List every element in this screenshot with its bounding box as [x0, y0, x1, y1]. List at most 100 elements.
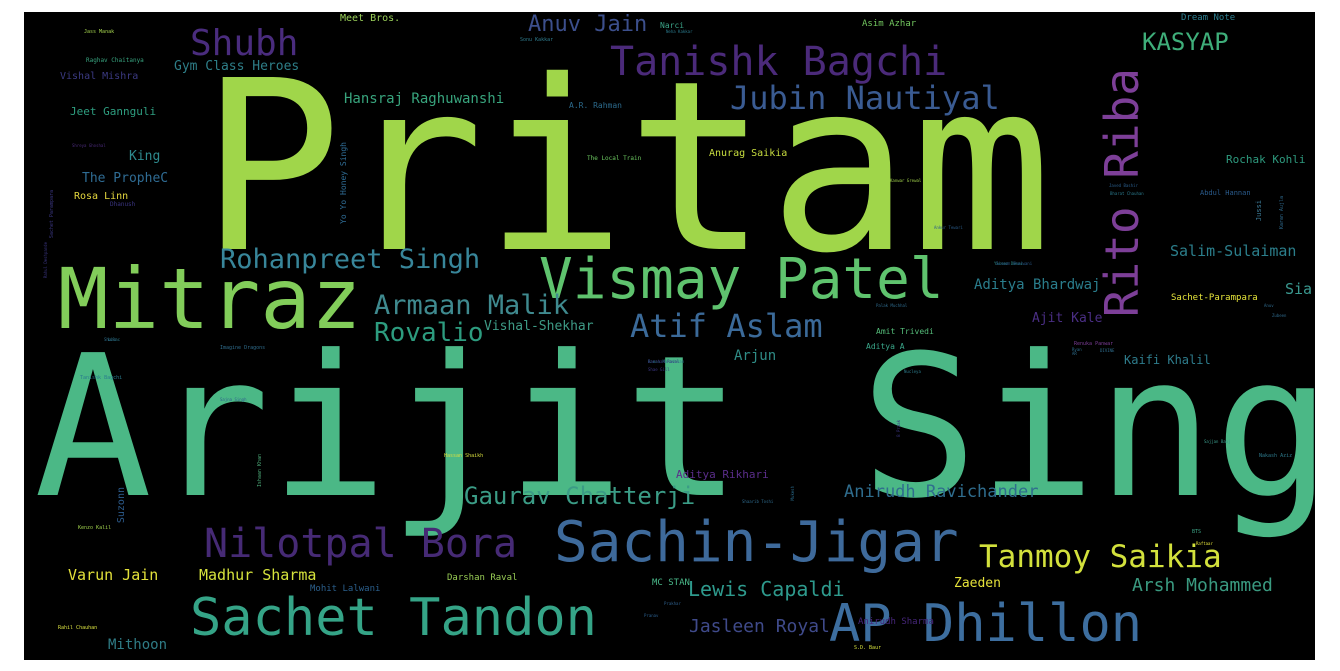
word-shaan: Shaan [104, 337, 117, 342]
word-meet-bros: Meet Bros. [340, 13, 401, 24]
word-sivaan-sherwani: Sivaan Sherwani [996, 261, 1033, 266]
word-karan-aujla: Karan Aujla [1279, 196, 1285, 230]
word-tanmoy-saikia: Tanmoy Saikia [979, 539, 1222, 575]
word-yaseer-desai: Yaseer Desai [994, 261, 1023, 266]
word-mukesh: Mukesh [790, 486, 795, 501]
word-armaan-malik: Armaan Malik [374, 290, 570, 321]
word-suzonn: Suzonn [116, 487, 127, 524]
word-kasyap: KASYAP [1142, 28, 1229, 56]
word-raftaar: Raftaar [1196, 541, 1213, 546]
word-aditya-bhardwaj: Aditya Bhardwaj [974, 277, 1101, 293]
word-sachet-parampara-small: Sachet Parampara [49, 190, 55, 239]
word-mohit-lalwani: Mohit Lalwani [310, 584, 381, 594]
word-abdul-hannan: Abdul Hannan [1200, 189, 1251, 197]
word-sachet-parampara: Sachet-Parampara [1171, 293, 1258, 303]
word-the-local-train: The Local Train [587, 155, 642, 162]
word-asim-azhar: Asim Azhar [862, 19, 917, 29]
word-ankur-tewari: Ankur Tewari [934, 225, 963, 230]
word-the-prophec: The PropheC [82, 171, 169, 186]
word-anuv-jain: Anuv Jain [528, 12, 648, 37]
word-anirudh-ravichander: Anirudh Ravichander [844, 482, 1039, 502]
word-narci: Narci [660, 21, 685, 30]
word-mitraz: Mitraz [58, 250, 362, 348]
word-neha-kakkar: Neha Kakkar [666, 29, 693, 34]
word-sajna-singh: Sajna Singh [220, 397, 247, 402]
word-shreya-ghoshal: Shreya Ghoshal [72, 143, 106, 148]
word-gym-class-heroes: Gym Class Heroes [174, 59, 300, 74]
word-hansraj-raghuwanshi: Hansraj Raghuwanshi [344, 91, 505, 107]
word-mithoon: Mithoon [108, 637, 168, 653]
word-anurag-saikia: Anurag Saikia [709, 148, 788, 159]
word-darshan-raval: Darshan Raval [447, 573, 518, 583]
word-rochak-kohli: Rochak Kohli [1226, 153, 1306, 166]
word-shubh: Shubh [190, 23, 299, 64]
word-sachet-tandon: Sachet Tandon [190, 588, 597, 648]
word-tanishk-bagchi: Tanishk Bagchi [610, 39, 948, 85]
word-sachin-jigar: Sachin-Jigar [554, 510, 959, 575]
word-ishaan-khan: Ishaan Khan [257, 454, 263, 488]
word-anuv: Anuv [1264, 303, 1274, 308]
word-renuka-panwar: Renuka Panwar [1074, 341, 1114, 347]
word-zubeen: Zubeen [1272, 313, 1287, 318]
word-anirudh-sharma: Anirudh Sharma [858, 617, 934, 627]
word-kaifi-khalil: Kaifi Khalil [1124, 353, 1211, 367]
word-hassan-shaikh: Hassan Shaikh [444, 453, 484, 459]
word-javed-bashir: Javed Bashir [1109, 183, 1138, 188]
word-sd-baur: S.D. Baur [854, 645, 882, 651]
word-gaurav-chatterji: Gaurav Chatterji [464, 482, 696, 510]
word-bharat-chauhan: Bharat Chauhan [1110, 191, 1144, 196]
word-darshan-raval-small: Darshan Raval [648, 359, 680, 364]
word-raghav-chaitanya: Raghav Chaitanya [86, 57, 144, 64]
word-jass-manak: Jass Manak [84, 29, 115, 35]
word-amit-trivedi: Amit Trivedi [876, 327, 934, 336]
word-nilotpal-bora: Nilotpal Bora [204, 521, 518, 567]
word-jeet-gannguli: Jeet Gannguli [70, 105, 157, 118]
word-palak-muchhal: Palak Muchhal [876, 303, 908, 308]
word-bts: BTS [1192, 529, 1202, 535]
word-sia: Sia [1285, 280, 1313, 298]
word-vishal-mishra: Vishal Mishra [60, 71, 139, 82]
word-yo-yo-honey-singh: Yo Yo Honey Singh [339, 142, 348, 224]
word-kenzo-kalil: Kenzo Kalil [78, 525, 112, 531]
word-vismay-patel: Vismay Patel [539, 247, 944, 312]
word-ar-rahman: A.R. Rahman [569, 101, 622, 110]
word-aditya-rikhari: Aditya Rikhari [676, 468, 769, 481]
word-shaarib-toshi: Shaarib Toshi [742, 499, 774, 504]
word-rahul-deshpande: Rahul Deshpande [43, 242, 48, 279]
word-jubin-nautiyal: Jubin Nautiyal [730, 79, 1000, 117]
word-vishal-shekhar: Vishal-Shekhar [484, 319, 594, 334]
word-nakash-aziz: Nakash Aziz [1259, 453, 1293, 459]
word-lewis-capaldi: Lewis Capaldi [688, 577, 845, 601]
word-divine: DIVINE [1100, 348, 1115, 353]
word-pranav: Pranav [644, 613, 659, 618]
word-dream-note: Dream Note [1181, 13, 1236, 23]
word-madhur-sharma: Madhur Sharma [199, 566, 317, 584]
word-kanwar-grewal: Kanwar Grewal [890, 178, 922, 183]
word-ajit-kale: Ajit Kale [1032, 311, 1103, 326]
word-sonu-kakkar: Sonu Kakkar [520, 37, 554, 43]
word-lilac: Lilac [108, 337, 121, 342]
word-king: King [129, 149, 161, 164]
word-prakhar: Prakhar [664, 601, 681, 606]
word-dhanush: Dhanush [110, 201, 136, 208]
word-rosa-linn: Rosa Linn [74, 191, 129, 202]
word-b-praak: B Praak [896, 420, 901, 437]
word-cloud: Pritam Arijit Singh Mitraz Vismay Patel … [24, 12, 1315, 660]
word-ar: AR [1072, 351, 1077, 356]
word-rohanpreet-singh: Rohanpreet Singh [220, 244, 481, 275]
word-atif-aslam: Atif Aslam [630, 307, 823, 345]
word-arijit-singh: Arijit Singh [34, 314, 1315, 542]
word-salim-sulaiman: Salim-Sulaiman [1170, 242, 1297, 260]
word-imagine-dragons: Imagine Dragons [220, 345, 266, 351]
word-tanishk-bagchi-small: Tanishk Bagchi [80, 375, 123, 381]
word-sajjan-baaj: Sajjan Baaj [1204, 439, 1231, 444]
word-jussi: Jussi [1255, 200, 1263, 222]
word-rahil-chauhan: Rahil Chauhan [58, 625, 98, 631]
word-mc-stan: MC STAN [652, 578, 690, 588]
word-zaeden: Zaeden [954, 576, 1001, 591]
word-arjun: Arjun [734, 348, 777, 364]
word-ryan: Ryan [1072, 347, 1082, 352]
word-arsh-mohammed: Arsh Mohammed [1132, 575, 1273, 596]
word-shae-gill: Shae Gill [648, 367, 670, 372]
word-varun-jain: Varun Jain [68, 566, 159, 584]
